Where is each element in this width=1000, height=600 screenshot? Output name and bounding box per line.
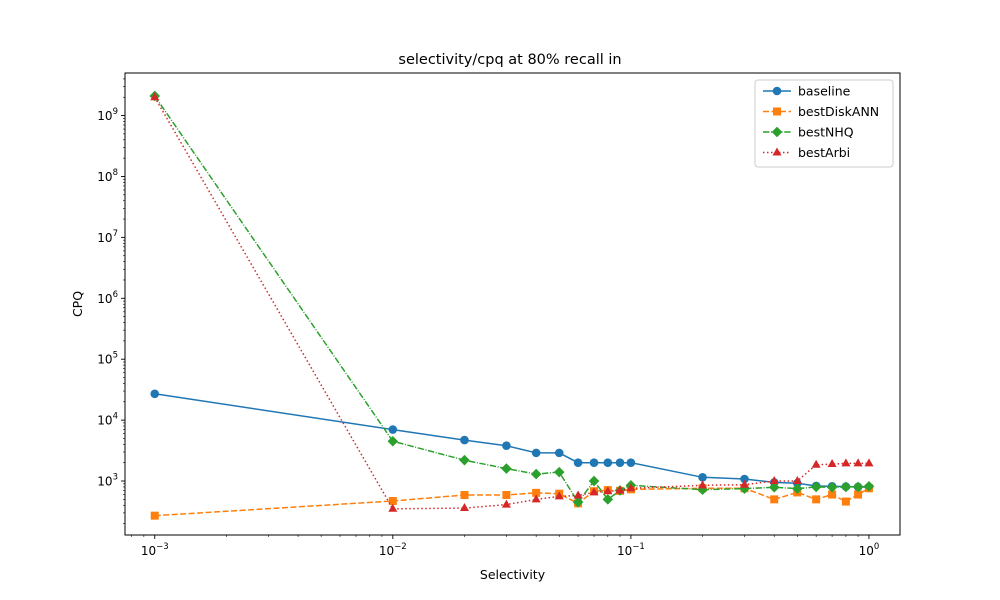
data-point-bestnhq — [588, 475, 600, 487]
data-point-bestnhq — [459, 454, 470, 466]
data-point-bestdiskann — [388, 497, 397, 506]
data-point-bestdiskann — [854, 490, 863, 499]
legend-marker-bestarbi — [772, 147, 782, 156]
data-point-bestnhq — [840, 481, 852, 493]
data-point-bestdiskann — [532, 488, 541, 497]
series-line-baseline — [154, 393, 870, 489]
data-point-bestarbi — [853, 458, 863, 467]
y-tick-label: 108 — [97, 168, 118, 184]
data-point-bestnhq — [852, 481, 864, 493]
data-point-bestnhq — [387, 435, 399, 447]
data-point-baseline — [554, 448, 564, 458]
data-point-bestarbi — [459, 503, 469, 512]
data-point-bestarbi — [150, 92, 160, 101]
x-tick-label: 10−3 — [141, 542, 169, 558]
data-point-bestarbi — [589, 487, 599, 496]
data-point-baseline — [626, 458, 636, 467]
data-point-baseline — [589, 458, 599, 467]
data-point-bestdiskann — [812, 495, 821, 504]
legend-label-bestarbi: bestArbi — [798, 145, 850, 160]
data-point-bestnhq — [501, 463, 512, 474]
legend-box — [754, 79, 894, 168]
data-point-baseline — [460, 435, 469, 445]
data-point-baseline — [388, 425, 398, 434]
data-point-bestnhq — [768, 481, 780, 493]
y-tick-label: 104 — [97, 412, 118, 428]
data-point-baseline — [502, 441, 511, 451]
y-tick-label: 106 — [97, 290, 118, 306]
data-point-bestdiskann — [841, 497, 850, 506]
data-point-bestarbi — [603, 486, 613, 495]
data-point-bestarbi — [388, 503, 398, 512]
x-tick-label: 100 — [859, 542, 880, 558]
data-point-bestarbi — [827, 459, 837, 468]
data-point-bestarbi — [792, 476, 802, 485]
axes-layer: 10−3 10−2 10−1 100 103 104 105 106 107 108 109 — [97, 78, 880, 558]
data-point-bestnhq — [810, 481, 822, 493]
data-point-bestdiskann — [460, 490, 469, 499]
data-point-baseline — [150, 389, 160, 399]
data-point-bestdiskann — [502, 490, 511, 499]
data-point-bestarbi — [615, 485, 625, 494]
x-tick-label: 10−1 — [617, 542, 645, 558]
series-line-bestarbi — [154, 96, 869, 510]
data-point-bestdiskann — [770, 495, 779, 504]
data-point-baseline — [531, 448, 541, 458]
data-point-baseline — [573, 458, 583, 467]
data-point-bestdiskann — [150, 511, 159, 520]
chart-title: selectivity/cpq at 80% recall in — [398, 52, 621, 68]
data-point-baseline — [615, 458, 625, 467]
data-point-bestdiskann — [828, 490, 837, 499]
legend-label-bestdiskann: bestDiskANN — [798, 104, 879, 119]
legend-marker-baseline — [772, 86, 782, 96]
data-point-bestarbi — [739, 479, 749, 488]
data-point-bestarbi — [698, 480, 708, 489]
legend-marker-bestnhq — [771, 126, 783, 138]
data-point-bestarbi — [811, 459, 821, 468]
series-bestnhq — [149, 90, 875, 508]
data-point-bestarbi — [864, 458, 874, 467]
plot-layer — [149, 90, 875, 520]
y-tick-label: 105 — [97, 351, 118, 367]
data-point-baseline — [603, 458, 613, 467]
data-point-bestnhq — [697, 484, 708, 496]
y-tick-label: 109 — [97, 107, 118, 123]
data-point-bestarbi — [841, 458, 851, 467]
legend-marker-bestdiskann — [773, 107, 781, 116]
legend: baseline bestDiskANN bestNHQ bestArbi — [754, 79, 894, 168]
data-point-bestnhq — [826, 481, 838, 493]
data-point-bestarbi — [573, 490, 583, 499]
y-tick-label: 107 — [97, 229, 118, 245]
data-point-baseline — [740, 474, 749, 484]
data-point-bestnhq — [602, 494, 614, 505]
data-point-bestnhq — [553, 466, 565, 478]
data-point-bestarbi — [531, 494, 541, 503]
y-axis-label: CPQ — [70, 291, 85, 317]
data-point-bestnhq — [863, 480, 875, 492]
series-bestarbi — [150, 92, 874, 512]
series-bestdiskann — [150, 484, 873, 520]
series-baseline — [150, 389, 874, 492]
data-point-bestarbi — [501, 499, 511, 508]
data-point-bestnhq — [530, 468, 542, 480]
data-point-bestarbi — [554, 491, 564, 500]
data-point-bestarbi — [769, 476, 779, 485]
data-point-bestnhq — [572, 496, 584, 508]
legend-label-baseline: baseline — [798, 84, 851, 99]
x-axis-label: Selectivity — [480, 567, 546, 582]
data-point-bestarbi — [626, 483, 636, 492]
data-point-baseline — [698, 473, 707, 482]
legend-label-bestnhq: bestNHQ — [798, 125, 854, 140]
y-tick-label: 103 — [97, 473, 118, 489]
data-point-bestnhq — [792, 483, 803, 494]
series-line-bestnhq — [154, 95, 870, 504]
series-line-bestdiskann — [154, 487, 870, 517]
x-tick-label: 10−2 — [379, 542, 407, 558]
